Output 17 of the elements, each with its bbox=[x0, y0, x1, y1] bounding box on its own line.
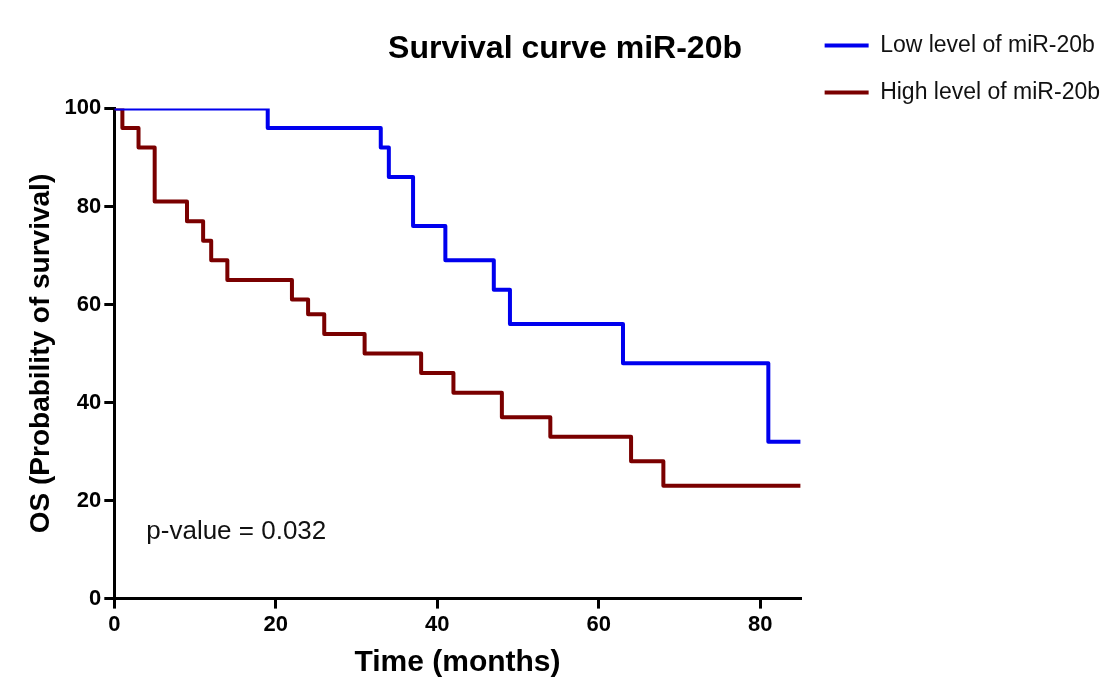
annotation: p-value = 0.032 bbox=[146, 514, 327, 545]
y-tick-label: 100 bbox=[64, 94, 102, 120]
y-tick-label: 80 bbox=[76, 192, 102, 218]
x-tick-label: 0 bbox=[108, 610, 121, 636]
y-tick-label: 60 bbox=[76, 290, 102, 316]
x-tick-label: 20 bbox=[263, 610, 289, 636]
y-axis-title: OS (Probability of survival) bbox=[23, 173, 55, 534]
x-axis-title: Time (months) bbox=[354, 644, 561, 678]
legend-label: Low level of miR-20b bbox=[880, 30, 1095, 57]
chart-title: Survival curve miR-20b bbox=[388, 29, 742, 66]
y-tick-label: 40 bbox=[76, 388, 102, 414]
legend-label: High level of miR-20b bbox=[880, 77, 1100, 104]
x-tick-label: 40 bbox=[425, 610, 450, 636]
y-tick-label: 0 bbox=[89, 584, 102, 610]
x-tick-label: 80 bbox=[748, 610, 773, 636]
y-tick-label: 20 bbox=[76, 486, 102, 512]
x-tick-label: 60 bbox=[586, 610, 612, 636]
